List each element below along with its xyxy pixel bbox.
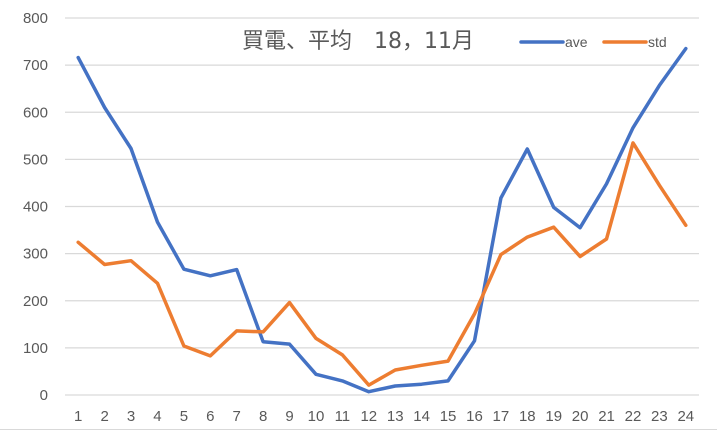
x-tick-label: 4 [153,408,161,425]
x-tick-label: 6 [206,408,214,425]
x-tick-label: 15 [440,408,457,425]
y-tick-label: 200 [23,293,48,310]
x-tick-label: 5 [180,408,188,425]
x-tick-label: 17 [493,408,510,425]
y-tick-label: 800 [23,10,48,27]
x-tick-label: 23 [651,408,668,425]
y-tick-label: 600 [23,104,48,121]
legend-label-ave: ave [565,34,588,50]
x-tick-label: 9 [285,408,293,425]
y-tick-label: 700 [23,57,48,74]
gridlines [65,17,699,396]
series-line-std [76,141,688,387]
series-lines [76,46,688,394]
x-tick-label: 21 [598,408,615,425]
y-axis-ticks: 0 100 200 300 400 500 600 700 800 [23,10,48,404]
y-tick-label: 100 [23,340,48,357]
y-tick-label: 500 [23,151,48,168]
x-tick-label: 11 [335,408,351,425]
x-tick-label: 2 [100,408,108,425]
y-tick-label: 0 [40,387,48,404]
y-tick-label: 300 [23,246,48,263]
x-tick-label: 12 [360,408,377,425]
x-tick-label: 8 [259,408,267,425]
x-tick-label: 18 [519,408,536,425]
x-tick-label: 13 [387,408,404,425]
x-tick-label: 16 [466,408,483,425]
x-tick-label: 1 [74,408,82,425]
x-tick-label: 14 [413,408,430,425]
x-tick-label: 20 [572,408,589,425]
x-tick-label: 24 [677,408,694,425]
x-tick-label: 3 [127,408,135,425]
x-tick-label: 7 [233,408,241,425]
x-tick-label: 10 [308,408,325,425]
x-tick-label: 22 [625,408,642,425]
legend-label-std: std [648,34,667,50]
x-axis-ticks: 1 2 3 4 5 6 7 8 9 10 11 12 13 14 15 16 17 18 19 20 21 22 23 24 [74,408,694,425]
series-line-ave [76,46,688,394]
x-tick-label: 19 [545,408,562,425]
legend: ave std [519,34,667,50]
chart-title: 買電、平均 18，11月 [242,29,474,54]
y-tick-label: 400 [23,199,48,216]
